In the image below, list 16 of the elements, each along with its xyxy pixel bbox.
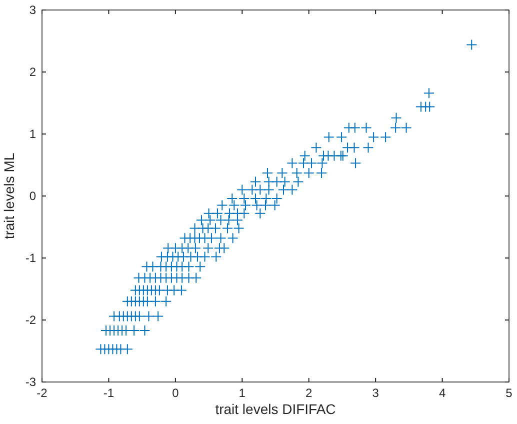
x-tick-label: 2 [306, 386, 313, 400]
x-tick-label: 1 [238, 386, 246, 400]
x-tick-label: 5 [506, 386, 513, 400]
x-tick-label: 0 [172, 386, 180, 400]
x-tick-label: -1 [103, 386, 114, 400]
y-tick-label: 1 [29, 127, 36, 141]
y-tick-label: -1 [25, 251, 36, 265]
y-tick-label: 3 [29, 3, 36, 17]
x-tick-label: 4 [438, 386, 446, 400]
x-axis-title: trait levels DIFIFAC [215, 401, 336, 417]
x-tick-label: 3 [372, 386, 380, 400]
y-tick-label: -2 [25, 313, 36, 327]
y-axis-title: trait levels ML [1, 152, 17, 240]
y-tick-label: 0 [29, 189, 36, 203]
y-tick-label: -3 [25, 375, 36, 389]
y-tick-label: 2 [29, 65, 36, 79]
